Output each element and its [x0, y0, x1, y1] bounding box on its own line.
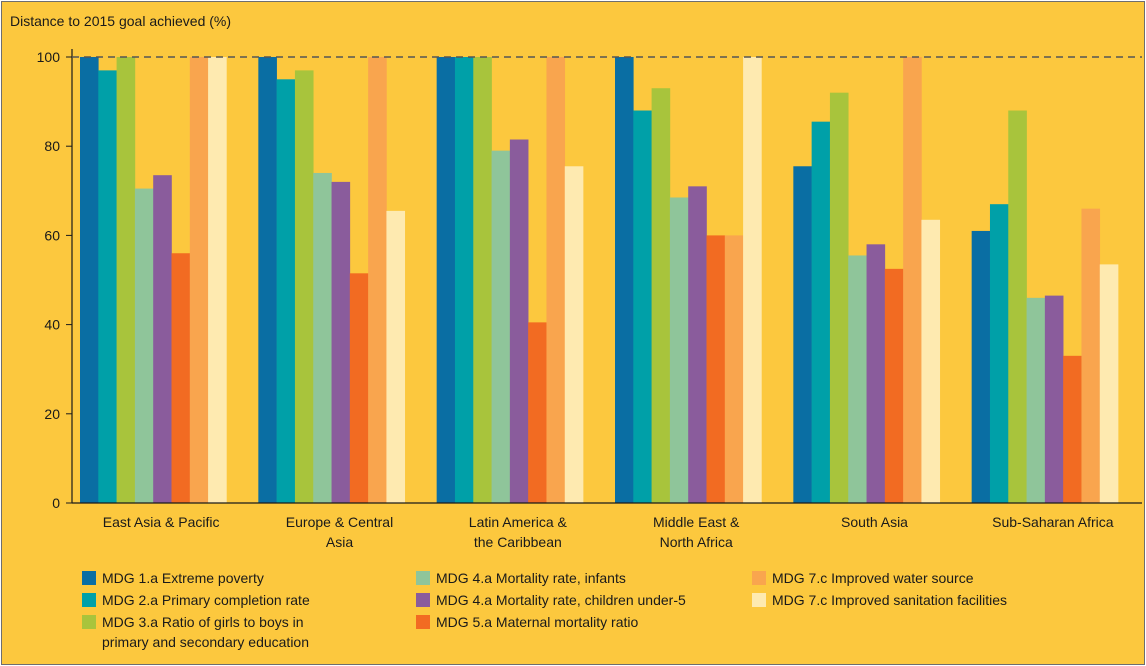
bar	[1026, 297, 1046, 503]
bar	[134, 188, 154, 503]
bar	[331, 181, 351, 503]
category-label: Middle East &	[653, 514, 740, 530]
y-tick-label: 0	[52, 495, 60, 511]
bar	[1063, 355, 1082, 503]
legend-label: MDG 1.a Extreme poverty	[102, 570, 264, 586]
legend-swatch	[416, 615, 430, 629]
bar	[436, 57, 456, 503]
bar	[294, 70, 314, 503]
bar	[564, 166, 584, 503]
category-label: Europe & Central	[286, 514, 393, 530]
legend-label: primary and secondary education	[102, 634, 309, 650]
legend-swatch	[82, 615, 96, 629]
legend-label: MDG 4.a Mortality rate, infants	[436, 570, 626, 586]
legend-swatch	[752, 593, 766, 607]
bar	[546, 57, 566, 503]
bar	[793, 166, 812, 503]
bar	[669, 197, 689, 504]
legend-label: MDG 2.a Primary completion rate	[102, 592, 310, 608]
bar	[989, 204, 1009, 503]
legend-label: MDG 3.a Ratio of girls to boys in	[102, 614, 304, 630]
bar	[313, 172, 332, 503]
bar	[349, 273, 369, 503]
y-tick-label: 80	[44, 138, 60, 154]
bar	[276, 79, 296, 504]
legend-label: MDG 7.c Improved water source	[772, 570, 974, 586]
bar	[811, 121, 831, 504]
bar	[528, 322, 547, 503]
bar	[1008, 110, 1027, 504]
bar	[454, 57, 474, 503]
bar	[208, 57, 227, 503]
bar	[651, 88, 671, 503]
bar	[258, 57, 277, 503]
bar	[633, 110, 652, 504]
legend-swatch	[82, 593, 96, 607]
bar	[473, 57, 492, 503]
category-label: Asia	[326, 534, 353, 550]
bar	[171, 253, 191, 503]
bar	[1081, 208, 1101, 503]
bar	[615, 57, 634, 503]
bar	[1044, 295, 1064, 503]
category-label: South Asia	[841, 514, 908, 530]
bar	[386, 210, 406, 503]
y-tick-label: 20	[44, 406, 60, 422]
y-tick-label: 40	[44, 317, 60, 333]
bar	[866, 244, 886, 503]
category-label: Sub-Saharan Africa	[992, 514, 1114, 530]
bar	[509, 139, 529, 503]
category-label: Latin America &	[469, 514, 568, 530]
bar	[829, 92, 849, 504]
legend-swatch	[82, 571, 96, 585]
bar	[724, 235, 744, 503]
category-label: East Asia & Pacific	[103, 514, 220, 530]
bar	[153, 175, 172, 503]
legend-label: MDG 5.a Maternal mortality ratio	[436, 614, 638, 630]
bar	[921, 219, 941, 504]
bar	[116, 57, 136, 503]
bar	[491, 150, 511, 503]
bar	[971, 230, 991, 503]
category-label: the Caribbean	[474, 534, 562, 550]
bar	[743, 57, 762, 503]
y-tick-label: 100	[37, 49, 61, 65]
bar	[1099, 264, 1119, 503]
legend-swatch	[752, 571, 766, 585]
bar	[368, 57, 387, 503]
bar	[706, 235, 726, 503]
bar	[189, 57, 209, 503]
bar	[80, 57, 99, 503]
bar	[884, 268, 904, 503]
category-label: North Africa	[660, 534, 733, 550]
legend-label: MDG 7.c Improved sanitation facilities	[772, 592, 1007, 608]
bar	[848, 255, 867, 503]
legend-swatch	[416, 571, 430, 585]
bar	[98, 70, 117, 503]
bar	[903, 57, 922, 503]
legend-label: MDG 4.a Mortality rate, children under-5	[436, 592, 686, 608]
y-axis-label: Distance to 2015 goal achieved (%)	[10, 13, 231, 29]
y-tick-label: 60	[44, 227, 60, 243]
bar	[688, 186, 707, 503]
legend-swatch	[416, 593, 430, 607]
